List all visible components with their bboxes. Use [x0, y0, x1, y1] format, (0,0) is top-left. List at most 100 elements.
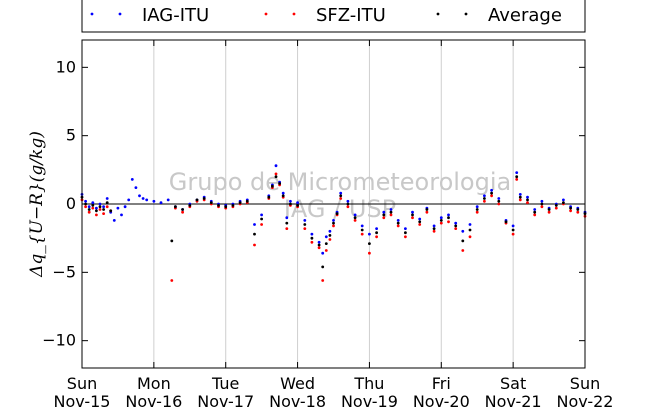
point-sfz-itu — [468, 235, 472, 239]
point-sfz-itu — [533, 213, 537, 217]
point-average — [102, 208, 105, 211]
point-iag-itu — [303, 219, 307, 222]
point-average — [339, 194, 343, 198]
point-sfz-itu — [382, 216, 386, 220]
point-iag-itu — [274, 164, 278, 168]
point-average — [368, 242, 371, 246]
point-iag-itu — [289, 199, 292, 203]
point-iag-itu — [310, 232, 314, 236]
point-iag-itu — [483, 194, 486, 198]
point-sfz-itu — [368, 251, 371, 255]
point-sfz-itu — [483, 199, 486, 203]
point-average — [332, 221, 335, 225]
point-average — [335, 212, 339, 216]
y-tick-label: −5 — [52, 262, 76, 281]
point-iag-itu — [332, 219, 335, 222]
point-sfz-itu — [447, 220, 450, 224]
point-sfz-itu — [389, 213, 393, 217]
x-tick-label-day: Wed — [280, 374, 315, 393]
point-iag-itu — [84, 199, 87, 203]
x-tick-label-day: Fri — [432, 374, 451, 393]
point-iag-itu — [260, 213, 263, 217]
point-sfz-itu — [285, 227, 289, 231]
point-sfz-itu — [490, 194, 493, 198]
point-sfz-itu — [317, 246, 321, 250]
point-sfz-itu — [303, 227, 307, 231]
point-average — [554, 204, 558, 207]
point-iag-itu — [396, 219, 400, 222]
point-sfz-itu — [511, 232, 515, 236]
point-iag-itu — [511, 224, 515, 228]
point-iag-itu — [368, 232, 371, 236]
x-tick-label-day: Sun — [570, 374, 600, 393]
point-average — [382, 213, 386, 217]
x-tick-label-date: Nov-16 — [125, 392, 182, 409]
point-iag-itu — [138, 194, 141, 198]
point-average — [576, 208, 580, 211]
y-axis-label: Δq_{U−R}(g/kg) — [27, 131, 47, 278]
legend-label-sfz-itu: SFZ-ITU — [316, 5, 386, 26]
point-average — [447, 216, 450, 220]
point-sfz-itu — [540, 205, 544, 209]
x-tick-label-day: Sun — [67, 374, 97, 393]
point-iag-itu — [526, 195, 529, 199]
point-average — [87, 208, 91, 211]
point-sfz-itu — [84, 205, 87, 209]
legend-marker-sfz-itu — [264, 12, 268, 16]
point-average — [202, 197, 206, 200]
point-sfz-itu — [328, 238, 332, 241]
point-average — [324, 242, 328, 246]
point-average — [360, 228, 364, 232]
point-sfz-itu — [475, 210, 479, 214]
point-average — [483, 197, 486, 200]
point-sfz-itu — [98, 208, 102, 211]
point-iag-itu — [134, 186, 138, 190]
point-average — [454, 224, 458, 228]
point-average — [245, 199, 249, 203]
point-iag-itu — [439, 216, 443, 220]
point-sfz-itu — [360, 232, 364, 236]
point-sfz-itu — [321, 279, 325, 282]
point-average — [317, 243, 321, 247]
point-iag-itu — [454, 221, 458, 225]
point-average — [547, 208, 551, 211]
y-tick-label: 0 — [66, 194, 76, 213]
point-sfz-itu — [87, 210, 91, 214]
point-average — [285, 221, 289, 225]
point-sfz-itu — [181, 210, 185, 214]
point-average — [224, 205, 228, 209]
point-iag-itu — [127, 198, 131, 202]
point-average — [195, 198, 199, 202]
point-iag-itu — [339, 191, 343, 195]
point-iag-itu — [321, 251, 325, 255]
point-average — [271, 184, 274, 188]
point-average — [238, 201, 242, 205]
point-average — [188, 204, 192, 207]
point-iag-itu — [253, 223, 256, 226]
x-tick-label-date: Nov-15 — [54, 392, 111, 409]
point-iag-itu — [540, 199, 544, 203]
point-average — [321, 265, 325, 269]
point-sfz-itu — [432, 229, 436, 233]
point-average — [274, 175, 278, 179]
point-average — [411, 213, 414, 217]
point-iag-itu — [346, 199, 350, 203]
point-average — [425, 208, 429, 211]
point-iag-itu — [296, 201, 299, 205]
legend-marker-average — [436, 12, 440, 16]
point-iag-itu — [353, 213, 357, 217]
point-sfz-itu — [569, 209, 572, 213]
point-iag-itu — [91, 201, 95, 205]
x-tick-label-date: Nov-18 — [269, 392, 326, 409]
point-sfz-itu — [404, 235, 407, 239]
y-tick-label: 5 — [66, 126, 76, 145]
point-average — [497, 199, 501, 203]
point-average — [95, 209, 98, 213]
point-average — [253, 232, 256, 236]
x-tick-label-date: Nov-21 — [485, 392, 542, 409]
point-average — [209, 201, 213, 205]
point-average — [404, 231, 407, 235]
point-average — [353, 216, 357, 220]
point-average — [267, 195, 271, 199]
point-iag-itu — [328, 229, 332, 233]
